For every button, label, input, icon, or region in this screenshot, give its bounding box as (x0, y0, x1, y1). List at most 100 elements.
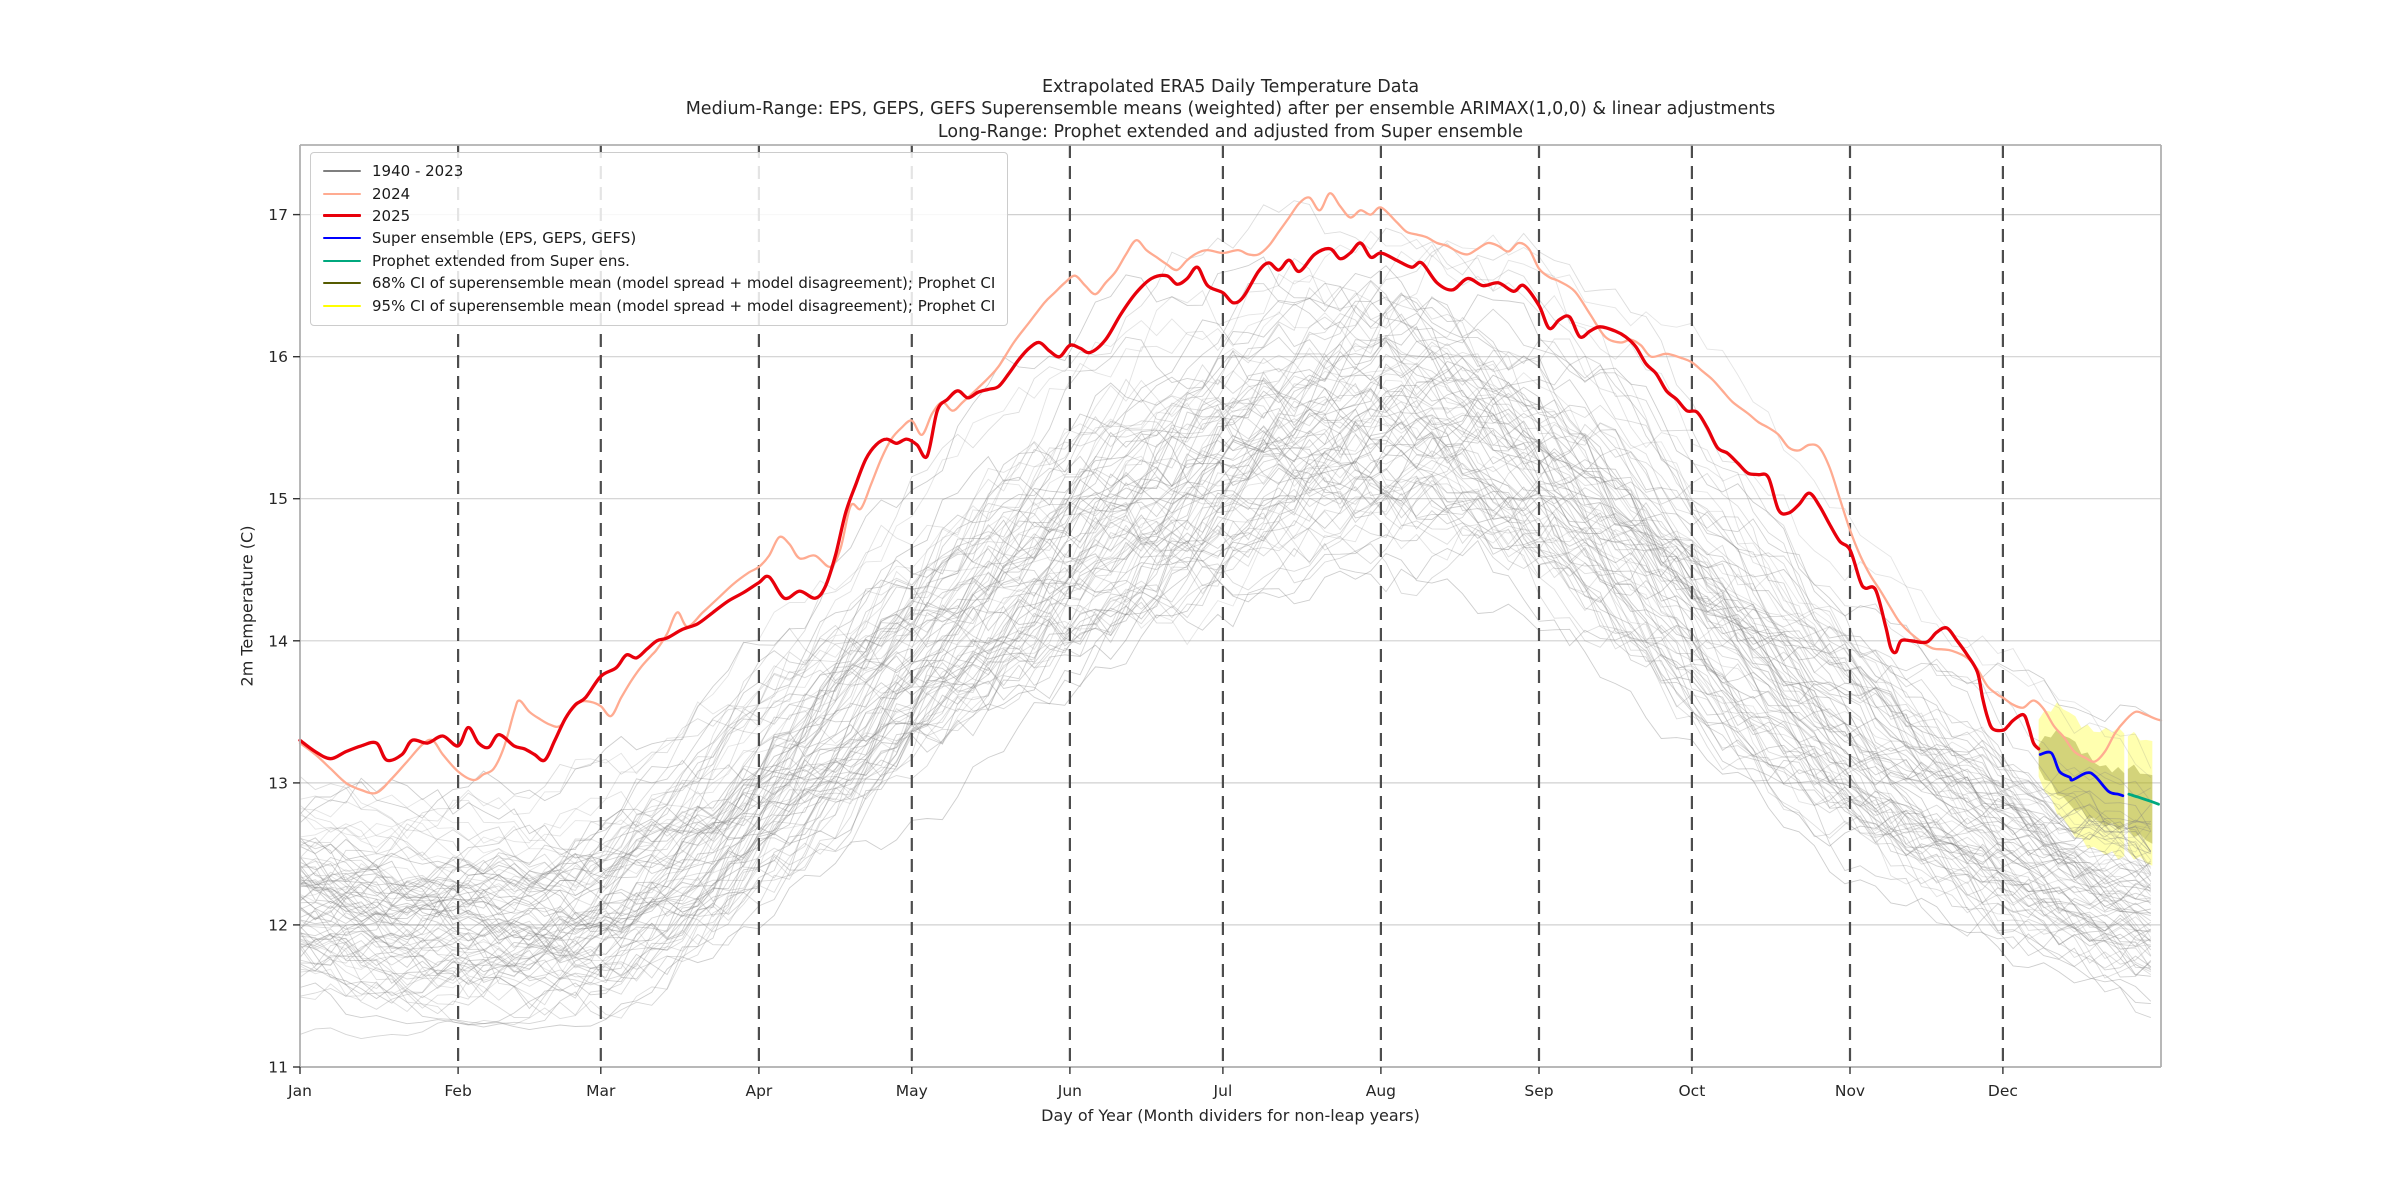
ensemble-year-line (299, 356, 2152, 929)
ensemble-year-line (299, 200, 2152, 832)
ensemble-year-line (299, 447, 2152, 958)
ensemble-year-line (299, 418, 2152, 1016)
ensemble-year-line (299, 292, 2152, 907)
axis-ticks: Jan Feb Mar Apr May Jun Jul Aug Sep Oct Nov Dec 11 12… (268, 206, 2018, 1100)
68-ci-superensemble-band (2038, 729, 2125, 831)
x-tick-label: Jun (1057, 1082, 1082, 1100)
ensemble-year-line (299, 397, 2152, 909)
ensemble-year-line (299, 296, 2152, 935)
legend-line-swatch (323, 282, 361, 285)
x-tick-label: Nov (1835, 1082, 1865, 1100)
chart-title-line1: Extrapolated ERA5 Daily Temperature Data (1041, 77, 1420, 97)
y-axis-label: 2m Temperature (C) (237, 525, 257, 687)
ensemble-year-line (299, 414, 2152, 958)
legend-item: 2024 (323, 182, 995, 204)
ensemble-year-line (299, 479, 2151, 998)
legend-label: 2025 (372, 206, 411, 225)
ensemble-year-line (299, 449, 2152, 1015)
ensemble-year-line (299, 325, 2152, 887)
legend-item: 1940 - 2023 (323, 160, 995, 182)
ensemble-year-line (299, 442, 2152, 1026)
ensemble-year-line (299, 486, 2152, 940)
legend-label: Super ensemble (EPS, GEPS, GEFS) (372, 229, 637, 248)
ensemble-year-line (299, 371, 2151, 934)
y-tick-label: 12 (268, 916, 288, 934)
x-axis-label: Day of Year (Month dividers for non-leap… (1041, 1106, 1420, 1125)
ensemble-year-line (299, 424, 2152, 966)
ensemble-year-line (299, 397, 2152, 938)
legend-line-swatch (323, 259, 361, 262)
legend-item: Super ensemble (EPS, GEPS, GEFS) (323, 227, 995, 249)
x-tick-label: Oct (1678, 1082, 1705, 1100)
ensemble-year-line (299, 453, 2151, 1010)
ensemble-year-line (299, 392, 2151, 941)
ensemble-year-line (299, 341, 2151, 996)
ensemble-year-line (299, 256, 2152, 819)
ensemble-year-line (299, 475, 2152, 1013)
ensemble-year-line (299, 254, 2152, 937)
x-tick-label: Jul (1213, 1082, 1233, 1100)
ensemble-year-line (299, 433, 2151, 1000)
ensemble-year-line (299, 257, 2152, 861)
ensemble-year-line (299, 362, 2151, 897)
ensemble-year-line (299, 313, 2151, 928)
ensemble-year-line (299, 321, 2151, 906)
ensemble-year-line (299, 300, 2152, 927)
ensemble-year-line (299, 469, 2152, 958)
ensemble-year-line (299, 378, 2152, 954)
ensemble-year-line (299, 339, 2151, 940)
ensemble-year-line (299, 438, 2152, 1004)
68-ci-prophet-band (2127, 764, 2153, 844)
ensemble-year-line (299, 296, 2151, 933)
ensemble-year-line (299, 374, 2151, 942)
ensemble-year-line (299, 445, 2151, 983)
ensemble-year-line (299, 490, 2152, 1025)
ensemble-year-line (299, 520, 2152, 973)
ensemble-year-line (299, 390, 2151, 906)
ensemble-year-line (299, 379, 2152, 897)
y-tick-label: 13 (268, 774, 288, 792)
legend-item: 68% CI of superensemble mean (model spre… (323, 272, 995, 294)
ensemble-year-line (299, 305, 2151, 925)
y-tick-label: 15 (268, 490, 288, 508)
legend-line-swatch (323, 192, 361, 195)
legend-item: 95% CI of superensemble mean (model spre… (323, 294, 995, 316)
line-2025 (298, 241, 2041, 763)
historical-ensemble-lines (299, 200, 2152, 1040)
x-tick-label: May (896, 1082, 928, 1100)
ensemble-year-line (299, 417, 2151, 970)
x-tick-label: Apr (745, 1082, 772, 1100)
ensemble-year-line (299, 279, 2151, 917)
ensemble-year-line (299, 351, 2152, 956)
line-2024 (298, 192, 2163, 795)
y-tick-label: 17 (268, 206, 288, 224)
x-tick-label: Mar (586, 1082, 616, 1100)
ensemble-year-line (299, 280, 2152, 897)
ensemble-year-line (299, 552, 2151, 1031)
ensemble-year-line (299, 510, 2151, 1002)
ensemble-year-line (299, 365, 2152, 993)
chart-legend: 1940 - 2023 2024 2025 Super ensemble (EPS, … (310, 152, 1009, 326)
chart-title-line3: Long-Range: Prophet extended and adjuste… (937, 121, 1524, 142)
ensemble-year-line (299, 475, 2151, 999)
ensemble-year-line (299, 400, 2151, 986)
legend-line-swatch (323, 237, 361, 240)
ensemble-year-line (299, 391, 2152, 898)
legend-label: 2024 (372, 184, 411, 203)
ensemble-year-line (299, 465, 2151, 976)
ensemble-year-line (299, 424, 2151, 987)
ensemble-year-line (299, 243, 2151, 952)
line-prophet (2127, 792, 2160, 806)
ensemble-year-line (299, 360, 2151, 858)
x-tick-label: Sep (1524, 1082, 1553, 1100)
ensemble-year-line (299, 383, 2152, 909)
ensemble-year-line (299, 387, 2152, 981)
legend-label: 68% CI of superensemble mean (model spre… (372, 274, 996, 293)
ensemble-year-line (299, 364, 2152, 902)
ensemble-year-line (299, 420, 2151, 1019)
line-super-ensemble (2038, 750, 2125, 798)
y-tick-label: 14 (268, 632, 288, 650)
x-tick-label: Feb (444, 1082, 471, 1100)
ensemble-year-line (299, 336, 2151, 920)
